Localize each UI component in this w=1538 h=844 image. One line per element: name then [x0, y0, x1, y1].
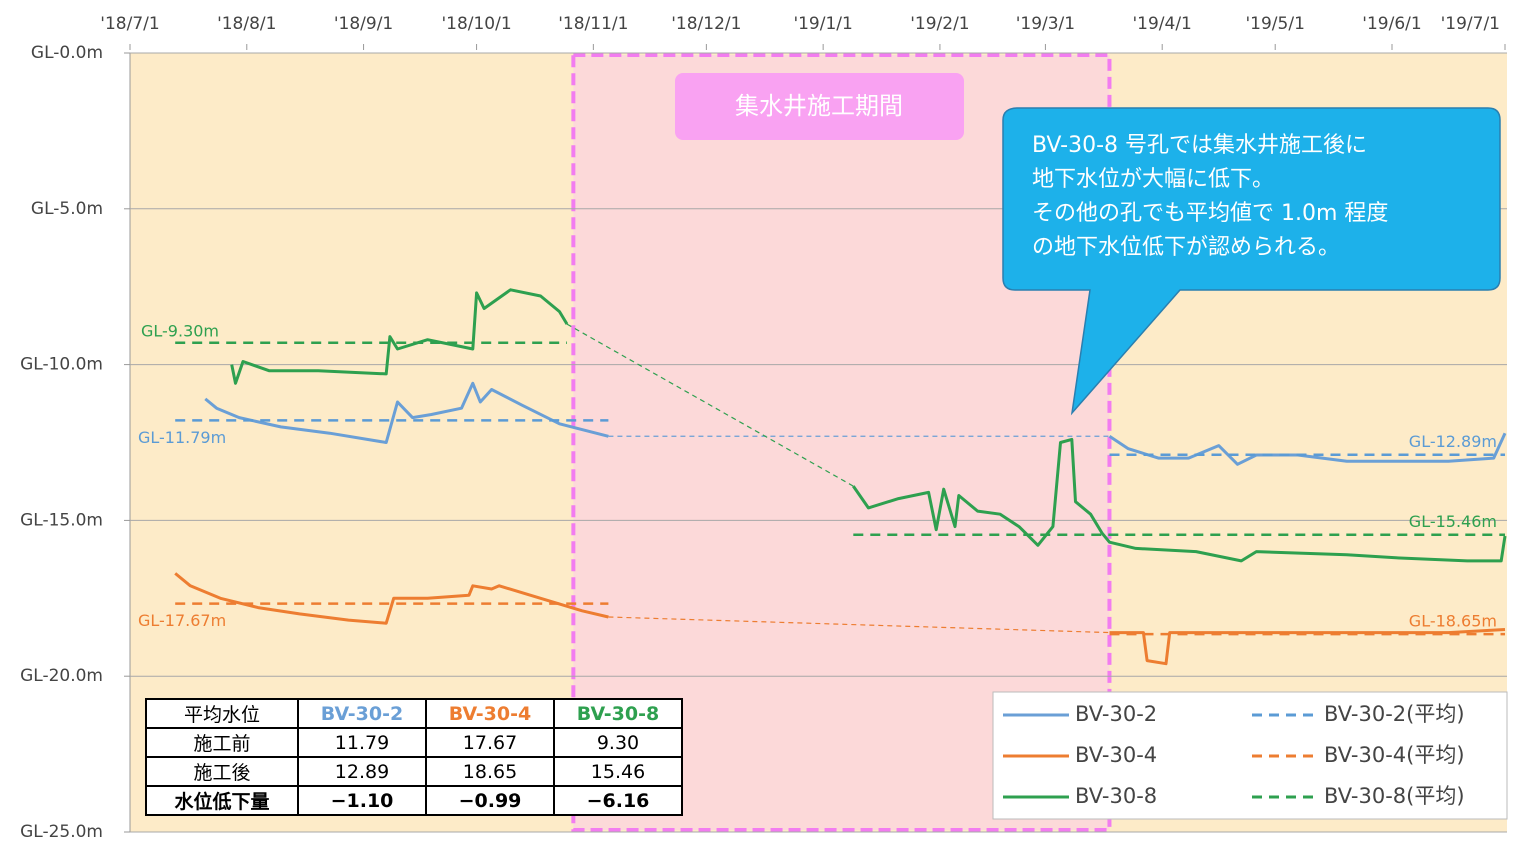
series-line [230, 288, 569, 385]
table-cell: 9.30 [553, 727, 683, 758]
table-cell: 15.46 [553, 756, 683, 787]
table-row: 平均水位 BV-30-2 BV-30-4 BV-30-8 [145, 698, 683, 729]
y-tick-label: GL-10.0m [20, 355, 103, 375]
legend-items: BV-30-2 BV-30-4 BV-30-8 BV-30-2(平均) BV-30-4(… [1003, 702, 1465, 808]
x-tick-label: '18/11/1 [558, 14, 628, 34]
x-tick-label: '19/6/1 [1362, 14, 1421, 34]
table-row: 施工後 12.89 18.65 15.46 [145, 756, 683, 787]
x-tick-label: '18/12/1 [671, 14, 741, 34]
series-line [174, 572, 609, 625]
legend-label: BV-30-2(平均) [1324, 702, 1465, 726]
table-cell: −1.10 [297, 785, 427, 816]
x-tick-label: '18/9/1 [334, 14, 393, 34]
table-cell: 12.89 [297, 756, 427, 787]
table-cell: 水位低下量 [145, 785, 299, 816]
table-cell: 11.79 [297, 727, 427, 758]
legend-label: BV-30-4(平均) [1324, 743, 1465, 767]
x-tick-label: '18/8/1 [217, 14, 276, 34]
x-tick-label: '18/10/1 [441, 14, 511, 34]
callout [1002, 107, 1501, 416]
callout-text: BV-30-8 号孔では集水井施工後に地下水位が大幅に低下。その他の孔でも平均値… [1032, 133, 1388, 260]
y-tick-label: GL-0.0m [31, 43, 103, 63]
legend-label: BV-30-4 [1075, 743, 1157, 767]
legend-label: BV-30-2 [1075, 702, 1157, 726]
plot: GL-11.79m GL-12.89m GL-17.67m GL-18.65m GL-9… [124, 44, 1507, 833]
summary-table: 平均水位 BV-30-2 BV-30-4 BV-30-8 施工前 11.79 17.67 9.… [145, 698, 683, 816]
average-label: GL-17.67m [138, 611, 226, 630]
x-tick-label: '19/7/1 [1441, 14, 1500, 34]
table-cell: −0.99 [425, 785, 555, 816]
callout-line: その他の孔でも平均値で 1.0m 程度 [1032, 201, 1388, 226]
legend [992, 691, 1508, 820]
series-line [1108, 432, 1507, 466]
legend-label: BV-30-8 [1075, 784, 1157, 808]
callout-line: BV-30-8 号孔では集水井施工後に [1032, 133, 1367, 158]
table-cell: BV-30-8 [553, 698, 683, 729]
table-cell: 平均水位 [145, 698, 299, 729]
y-tick-label: GL-20.0m [20, 666, 103, 686]
callout-line: 地下水位が大幅に低下。 [1032, 167, 1274, 192]
y-tick-label: GL-5.0m [31, 199, 103, 219]
x-tick-label: '19/4/1 [1132, 14, 1191, 34]
table-cell: −6.16 [553, 785, 683, 816]
period-label: 集水井施工期間 [735, 92, 903, 120]
average-label: GL-12.89m [1409, 432, 1497, 451]
connector [608, 616, 1110, 634]
x-tick-label: '19/1/1 [793, 14, 852, 34]
legend-label: BV-30-8(平均) [1324, 784, 1465, 808]
table-cell: BV-30-4 [425, 698, 555, 729]
table-row: 施工前 11.79 17.67 9.30 [145, 727, 683, 758]
average-label: GL-11.79m [138, 428, 226, 447]
table-cell: BV-30-2 [297, 698, 427, 729]
x-tick-label: '19/5/1 [1246, 14, 1305, 34]
table-cell: 18.65 [425, 756, 555, 787]
table-cell: 17.67 [425, 727, 555, 758]
series-line [204, 381, 609, 444]
callout-line: の地下水位低下が認められる。 [1032, 235, 1340, 260]
average-label: GL-15.46m [1409, 512, 1497, 531]
x-tick-label: '19/3/1 [1016, 14, 1075, 34]
series-line [852, 437, 1507, 563]
y-tick-label: GL-15.0m [20, 510, 103, 530]
series-line [1109, 628, 1506, 666]
average-label: GL-18.65m [1409, 612, 1497, 631]
table-cell: 施工後 [145, 756, 299, 787]
period-label-box [675, 73, 964, 140]
x-tick-label: '19/2/1 [910, 14, 969, 34]
connector [566, 323, 854, 487]
y-tick-label: GL-25.0m [20, 822, 103, 842]
table-row: 水位低下量 −1.10 −0.99 −6.16 [145, 785, 683, 816]
x-tick-label: '18/7/1 [100, 14, 159, 34]
table-cell: 施工前 [145, 727, 299, 758]
average-label: GL-9.30m [141, 321, 219, 340]
